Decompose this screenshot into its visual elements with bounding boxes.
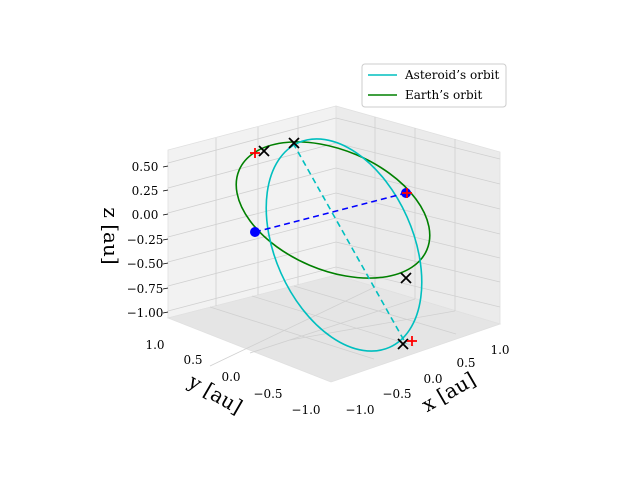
markers — [250, 137, 417, 350]
grid-line-right-h-3 — [335, 192, 501, 235]
legend-box — [361, 63, 507, 108]
x-tick-label-2: 0.0 — [423, 372, 442, 386]
grid-line-floor-b-0 — [209, 286, 376, 367]
z-tick-label-3: −0.25 — [127, 233, 164, 247]
node-line — [254, 192, 407, 233]
plus-marker-2 — [407, 336, 417, 346]
grid-line-left-h-0 — [167, 117, 337, 164]
z-tick-mark-5 — [162, 287, 169, 290]
z-tick-mark-4 — [162, 262, 169, 265]
x-tick-label-3: 0.5 — [456, 356, 475, 370]
grid-line-left-h-5 — [167, 241, 337, 287]
grid-lines — [167, 116, 501, 367]
z-tick-label-5: −0.75 — [127, 282, 164, 296]
floor-pane — [166, 274, 502, 383]
z-tick-mark-2 — [162, 213, 169, 216]
grid-line-left-h-3 — [167, 192, 337, 238]
z-tick-label-0: 0.50 — [132, 160, 159, 174]
z-tick-mark-3 — [162, 238, 169, 241]
asteroid-axis-line — [292, 142, 407, 345]
grid-line-left-h-1 — [167, 142, 337, 189]
plus-marker-0 — [250, 148, 260, 158]
grid-line-floor-a-0 — [209, 306, 375, 360]
cross-marker-0 — [258, 145, 270, 157]
z-tick-mark-6 — [162, 311, 169, 314]
y-tick-label-4: −1.0 — [291, 403, 320, 417]
node-point-0 — [250, 227, 260, 237]
cross-stroke-b-2 — [400, 272, 412, 284]
grid-line-right-h-2 — [335, 167, 501, 210]
grid-line-left-h-4 — [167, 217, 337, 263]
cross-marker-3 — [397, 338, 409, 350]
y-tick-label-0: 1.0 — [145, 338, 164, 352]
grid-line-floor-b-1 — [249, 298, 416, 354]
grid-line-right-h-0 — [335, 117, 501, 160]
z-tick-label-6: −1.00 — [127, 306, 164, 320]
x-tick-label-1: −0.5 — [382, 387, 411, 401]
grid-line-right-h-6 — [335, 266, 501, 308]
z-tick-mark-0 — [162, 165, 169, 168]
panes — [166, 105, 502, 383]
earth-orbit-line — [235, 141, 431, 279]
z-tick-label-4: −0.50 — [127, 257, 164, 271]
x-tick-label-4: 1.0 — [490, 343, 509, 357]
z-axis-label: z [au] — [99, 207, 123, 264]
grid-line-left-h-2 — [167, 167, 337, 214]
grid-line-right-h-1 — [335, 142, 501, 185]
y-tick-label-2: 0.0 — [221, 370, 240, 384]
y-tick-label-1: 0.5 — [183, 353, 202, 367]
z-tick-mark-1 — [162, 189, 169, 192]
cross-stroke-b-1 — [288, 137, 300, 149]
grid-line-right-h-4 — [335, 217, 501, 259]
asteroid-orbit-line — [265, 138, 423, 352]
orbits — [235, 138, 431, 352]
plus-marker-1 — [402, 188, 412, 198]
grid-line-floor-a-1 — [251, 295, 415, 347]
cross-stroke-b-3 — [397, 338, 409, 350]
cross-stroke-b-0 — [258, 145, 270, 157]
y-tick-label-3: −0.5 — [253, 387, 282, 401]
cross-marker-1 — [288, 137, 300, 149]
legend-asteroid-label: Asteroid’s orbit — [404, 68, 499, 82]
z-tick-label-2: 0.00 — [132, 208, 159, 222]
tick-labels: 0.50 0.25 0.00 −0.25 −0.50 −0.75 −1.00 1.0 0.5 0.… — [127, 160, 510, 417]
grid-line-floor-b-2 — [289, 310, 456, 341]
legend-earth-label: Earth’s orbit — [405, 88, 482, 102]
grid-line-floor-a-2 — [293, 285, 457, 335]
z-tick-label-1: 0.25 — [132, 184, 159, 198]
grid-line-left-h-6 — [167, 266, 337, 312]
x-tick-label-0: −1.0 — [345, 403, 374, 417]
legend[interactable]: Asteroid’s orbit Earth’s orbit — [361, 63, 507, 108]
cross-marker-2 — [400, 272, 412, 284]
